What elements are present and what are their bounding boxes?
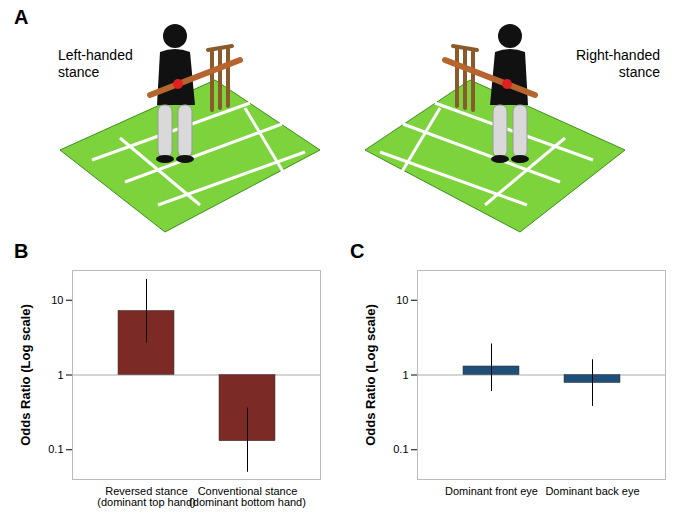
html-text:B: B — [14, 240, 29, 262]
svg-text:Dominant back eye: Dominant back eye — [545, 485, 639, 497]
svg-text:Odds Ratio (Log scale): Odds Ratio (Log scale) — [18, 304, 33, 446]
svg-text:10: 10 — [51, 294, 63, 306]
svg-text:Dominant front eye: Dominant front eye — [445, 485, 538, 497]
svg-text:Left-handedstance: Left-handedstance — [58, 47, 133, 80]
svg-text:Odds Ratio (Log scale): Odds Ratio (Log scale) — [363, 304, 378, 446]
svg-text:Conventional stance(dominant b: Conventional stance(dominant bottom hand… — [189, 485, 306, 508]
html-text:C: C — [350, 240, 365, 262]
html-text:A: A — [14, 6, 29, 28]
svg-text:Right-handedstance: Right-handedstance — [576, 47, 660, 80]
svg-text:10: 10 — [396, 294, 408, 306]
svg-text:1: 1 — [57, 369, 63, 381]
svg-text:1: 1 — [402, 369, 408, 381]
svg-text:0.1: 0.1 — [393, 443, 408, 455]
svg-text:0.1: 0.1 — [48, 443, 63, 455]
svg-text:Reversed stance(dominant top h: Reversed stance(dominant top hand) — [97, 485, 195, 508]
